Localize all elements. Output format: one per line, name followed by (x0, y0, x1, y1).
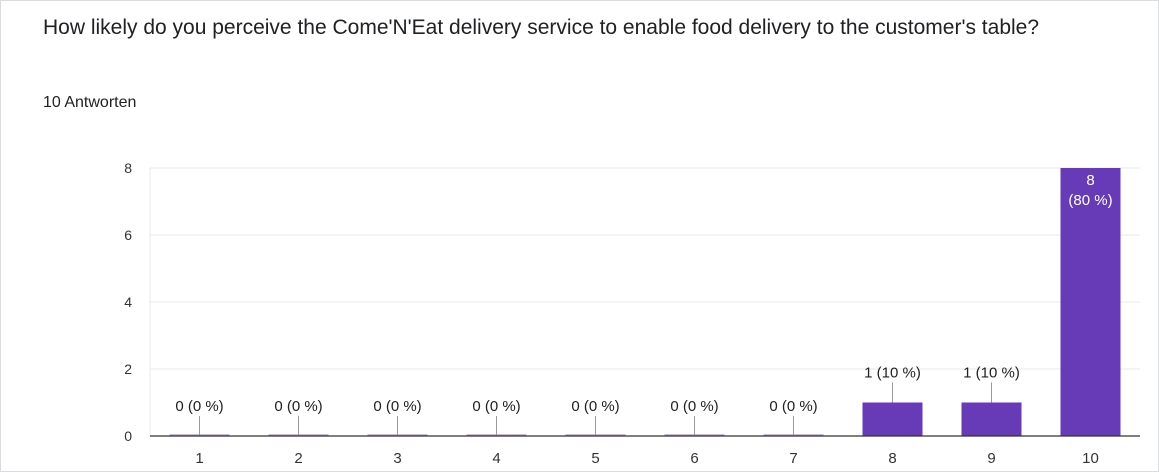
x-tick-label: 3 (393, 450, 401, 467)
bar (1060, 168, 1121, 436)
response-count: 10 Antworten (43, 94, 137, 111)
data-label: 8 (1086, 172, 1094, 189)
data-label: 0 (0 %) (571, 398, 619, 415)
data-label: 0 (0 %) (373, 398, 421, 415)
x-tick-label: 8 (888, 450, 896, 467)
bar (961, 402, 1022, 436)
data-label: 0 (0 %) (472, 398, 520, 415)
data-label: 0 (0 %) (175, 398, 223, 415)
data-label: 1 (10 %) (864, 365, 921, 382)
x-tick-label: 1 (195, 450, 203, 467)
x-tick-label: 9 (987, 450, 995, 467)
data-label: 0 (0 %) (769, 398, 817, 415)
data-label: (80 %) (1068, 192, 1112, 209)
y-tick-label: 8 (124, 160, 132, 176)
y-tick-label: 4 (124, 294, 132, 310)
y-tick-label: 6 (124, 227, 132, 243)
y-tick-label: 2 (124, 361, 132, 377)
x-tick-label: 10 (1082, 450, 1099, 467)
bar (862, 402, 923, 436)
x-tick-label: 7 (789, 450, 797, 467)
question-title: How likely do you perceive the Come'N'Ea… (43, 16, 1040, 39)
data-label: 0 (0 %) (670, 398, 718, 415)
data-label: 0 (0 %) (274, 398, 322, 415)
x-tick-label: 4 (492, 450, 500, 467)
data-label: 1 (10 %) (963, 365, 1020, 382)
x-tick-label: 2 (294, 450, 302, 467)
x-tick-label: 5 (591, 450, 599, 467)
x-tick-label: 6 (690, 450, 698, 467)
y-tick-label: 0 (124, 428, 132, 444)
